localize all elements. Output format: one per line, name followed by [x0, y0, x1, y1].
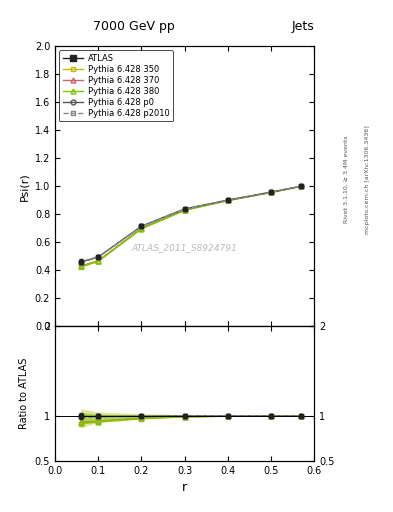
Text: ATLAS_2011_S8924791: ATLAS_2011_S8924791: [132, 243, 238, 252]
Legend: ATLAS, Pythia 6.428 350, Pythia 6.428 370, Pythia 6.428 380, Pythia 6.428 p0, Py: ATLAS, Pythia 6.428 350, Pythia 6.428 37…: [59, 50, 173, 121]
Y-axis label: Psi(r): Psi(r): [19, 172, 29, 201]
Text: Jets: Jets: [291, 20, 314, 33]
Text: 7000 GeV pp: 7000 GeV pp: [93, 20, 174, 33]
X-axis label: r: r: [182, 481, 187, 494]
Text: Rivet 3.1.10, ≥ 3.4M events: Rivet 3.1.10, ≥ 3.4M events: [343, 135, 348, 223]
Text: mcplots.cern.ch [arXiv:1306.3436]: mcplots.cern.ch [arXiv:1306.3436]: [365, 125, 370, 233]
Y-axis label: Ratio to ATLAS: Ratio to ATLAS: [19, 358, 29, 429]
